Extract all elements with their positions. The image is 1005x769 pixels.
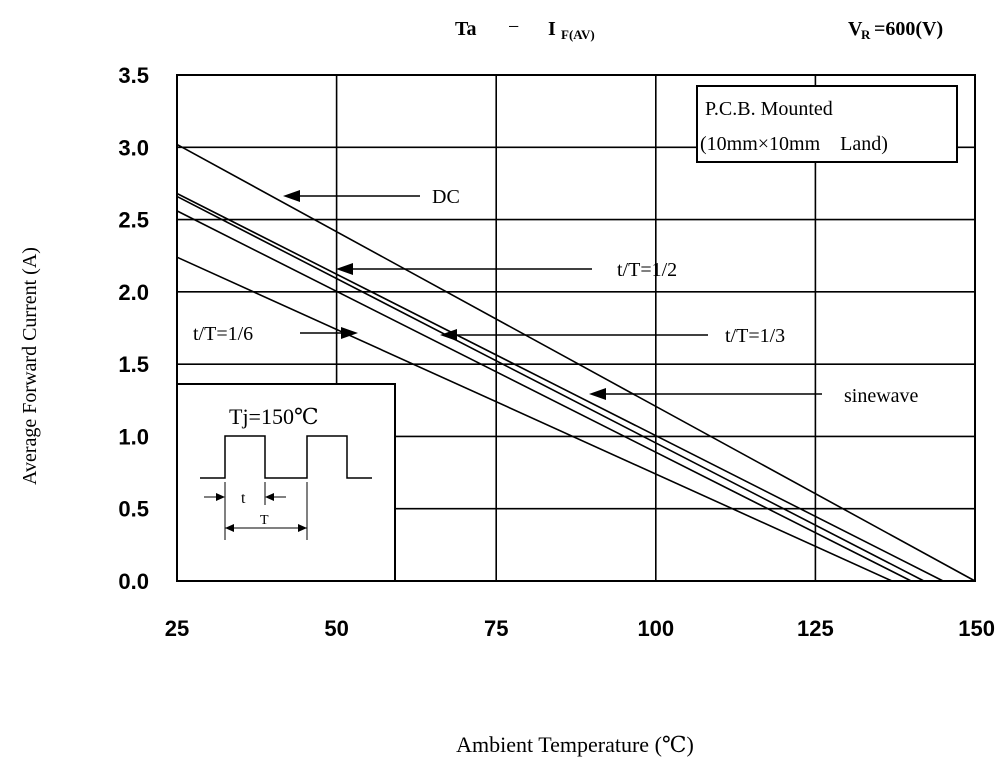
arrowhead-dc — [283, 190, 300, 202]
y-tick-label: 3.5 — [118, 63, 149, 88]
label-dc: DC — [432, 186, 460, 208]
inset-box: Tj=150℃ t T — [176, 383, 396, 582]
x-tick-label: 75 — [484, 616, 508, 641]
chart-title-var: I — [548, 18, 556, 40]
series-line-dc — [176, 143, 976, 582]
inset-t-label: t — [241, 490, 246, 507]
x-tick-label: 150 — [958, 616, 995, 641]
T-arrow-left-head — [225, 524, 234, 532]
series-label-sixth: t/T=1/6 — [193, 323, 358, 345]
label-sixth: t/T=1/6 — [193, 323, 253, 345]
label-sine: sinewave — [844, 385, 919, 407]
series-line-t-t-1-2 — [176, 192, 944, 582]
condition-sub: R — [861, 27, 871, 42]
arrowhead-third — [440, 329, 457, 341]
y-tick-label: 1.0 — [118, 424, 149, 449]
t-arrow-left-head — [216, 493, 225, 501]
y-tick-label: 0.5 — [118, 497, 149, 522]
x-tick-label: 125 — [797, 616, 834, 641]
mount-box-line2: (10mm×10mm Land) — [700, 133, 888, 155]
series-label-half: t/T=1/2 — [336, 259, 677, 281]
x-tick-label: 50 — [324, 616, 348, 641]
arrowhead-half — [336, 263, 353, 275]
x-tick-label: 100 — [637, 616, 674, 641]
inset-frame — [176, 383, 396, 582]
y-tick-label: 3.0 — [118, 135, 149, 160]
y-tick-label: 1.5 — [118, 352, 149, 377]
series-label-dc: DC — [283, 186, 460, 208]
pulse-waveform — [200, 435, 372, 479]
inset-title: Tj=150℃ — [229, 404, 319, 429]
label-third: t/T=1/3 — [725, 325, 785, 347]
chart-title-dash: − — [508, 16, 519, 38]
y-axis-label: Average Forward Current (A) — [19, 247, 41, 485]
arrowhead-sixth — [341, 327, 358, 339]
series-line-t-t-1-3 — [176, 210, 912, 582]
mount-box: P.C.B. Mounted (10mm×10mm Land) — [696, 85, 958, 163]
series-lines — [176, 143, 976, 582]
x-tick-label: 25 — [165, 616, 189, 641]
T-arrow-right-head — [298, 524, 307, 532]
x-axis-label: Ambient Temperature (℃) — [456, 732, 694, 757]
y-tick-labels: 0.0 0.5 1.0 1.5 2.0 2.5 3.0 3.5 — [118, 63, 149, 594]
condition-main: V — [848, 18, 863, 40]
y-tick-label: 2.5 — [118, 208, 149, 233]
t-arrow-right-head — [265, 493, 274, 501]
mount-box-line1: P.C.B. Mounted — [705, 98, 833, 120]
inset-T-label: T — [260, 513, 269, 528]
series-line-t-t-1-6 — [176, 256, 893, 582]
y-tick-label: 2.0 — [118, 280, 149, 305]
label-half: t/T=1/2 — [617, 259, 677, 281]
series-label-third: t/T=1/3 — [440, 325, 785, 347]
chart-title-sub: F(AV) — [561, 27, 595, 42]
chart-title-main: Ta — [455, 18, 477, 40]
mount-box-frame — [696, 85, 958, 163]
y-tick-label: 0.0 — [118, 569, 149, 594]
x-tick-labels: 25 50 75 100 125 150 — [165, 616, 995, 641]
condition-value: =600(V) — [874, 18, 943, 40]
series-label-sine: sinewave — [589, 385, 919, 407]
arrowhead-sine — [589, 388, 606, 400]
series-line-sinewave — [176, 195, 925, 582]
plot-frame — [176, 74, 976, 582]
